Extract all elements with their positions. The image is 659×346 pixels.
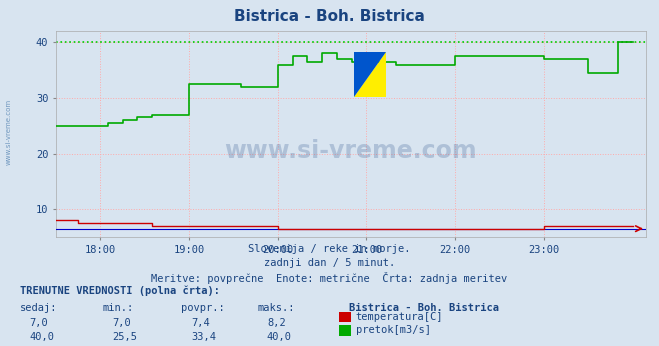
Text: pretok[m3/s]: pretok[m3/s] [356,325,431,335]
Polygon shape [354,52,386,97]
Text: 7,4: 7,4 [191,318,210,328]
Text: sedaj:: sedaj: [20,303,57,313]
Text: TRENUTNE VREDNOSTI (polna črta):: TRENUTNE VREDNOSTI (polna črta): [20,285,219,296]
Text: 40,0: 40,0 [30,332,55,342]
Text: povpr.:: povpr.: [181,303,225,313]
Text: maks.:: maks.: [257,303,295,313]
Text: Slovenija / reke in morje.: Slovenija / reke in morje. [248,244,411,254]
Text: www.si-vreme.com: www.si-vreme.com [5,98,11,165]
Text: 7,0: 7,0 [30,318,48,328]
Text: temperatura[C]: temperatura[C] [356,312,444,321]
Text: 25,5: 25,5 [112,332,137,342]
Text: 33,4: 33,4 [191,332,216,342]
Text: 7,0: 7,0 [112,318,130,328]
Text: Meritve: povprečne  Enote: metrične  Črta: zadnja meritev: Meritve: povprečne Enote: metrične Črta:… [152,272,507,284]
Text: Bistrica - Boh. Bistrica: Bistrica - Boh. Bistrica [234,9,425,24]
Text: min.:: min.: [102,303,133,313]
Polygon shape [354,52,386,97]
Text: zadnji dan / 5 minut.: zadnji dan / 5 minut. [264,258,395,268]
Text: 40,0: 40,0 [267,332,292,342]
Text: www.si-vreme.com: www.si-vreme.com [225,138,477,163]
Text: 8,2: 8,2 [267,318,285,328]
Text: Bistrica - Boh. Bistrica: Bistrica - Boh. Bistrica [349,303,500,313]
